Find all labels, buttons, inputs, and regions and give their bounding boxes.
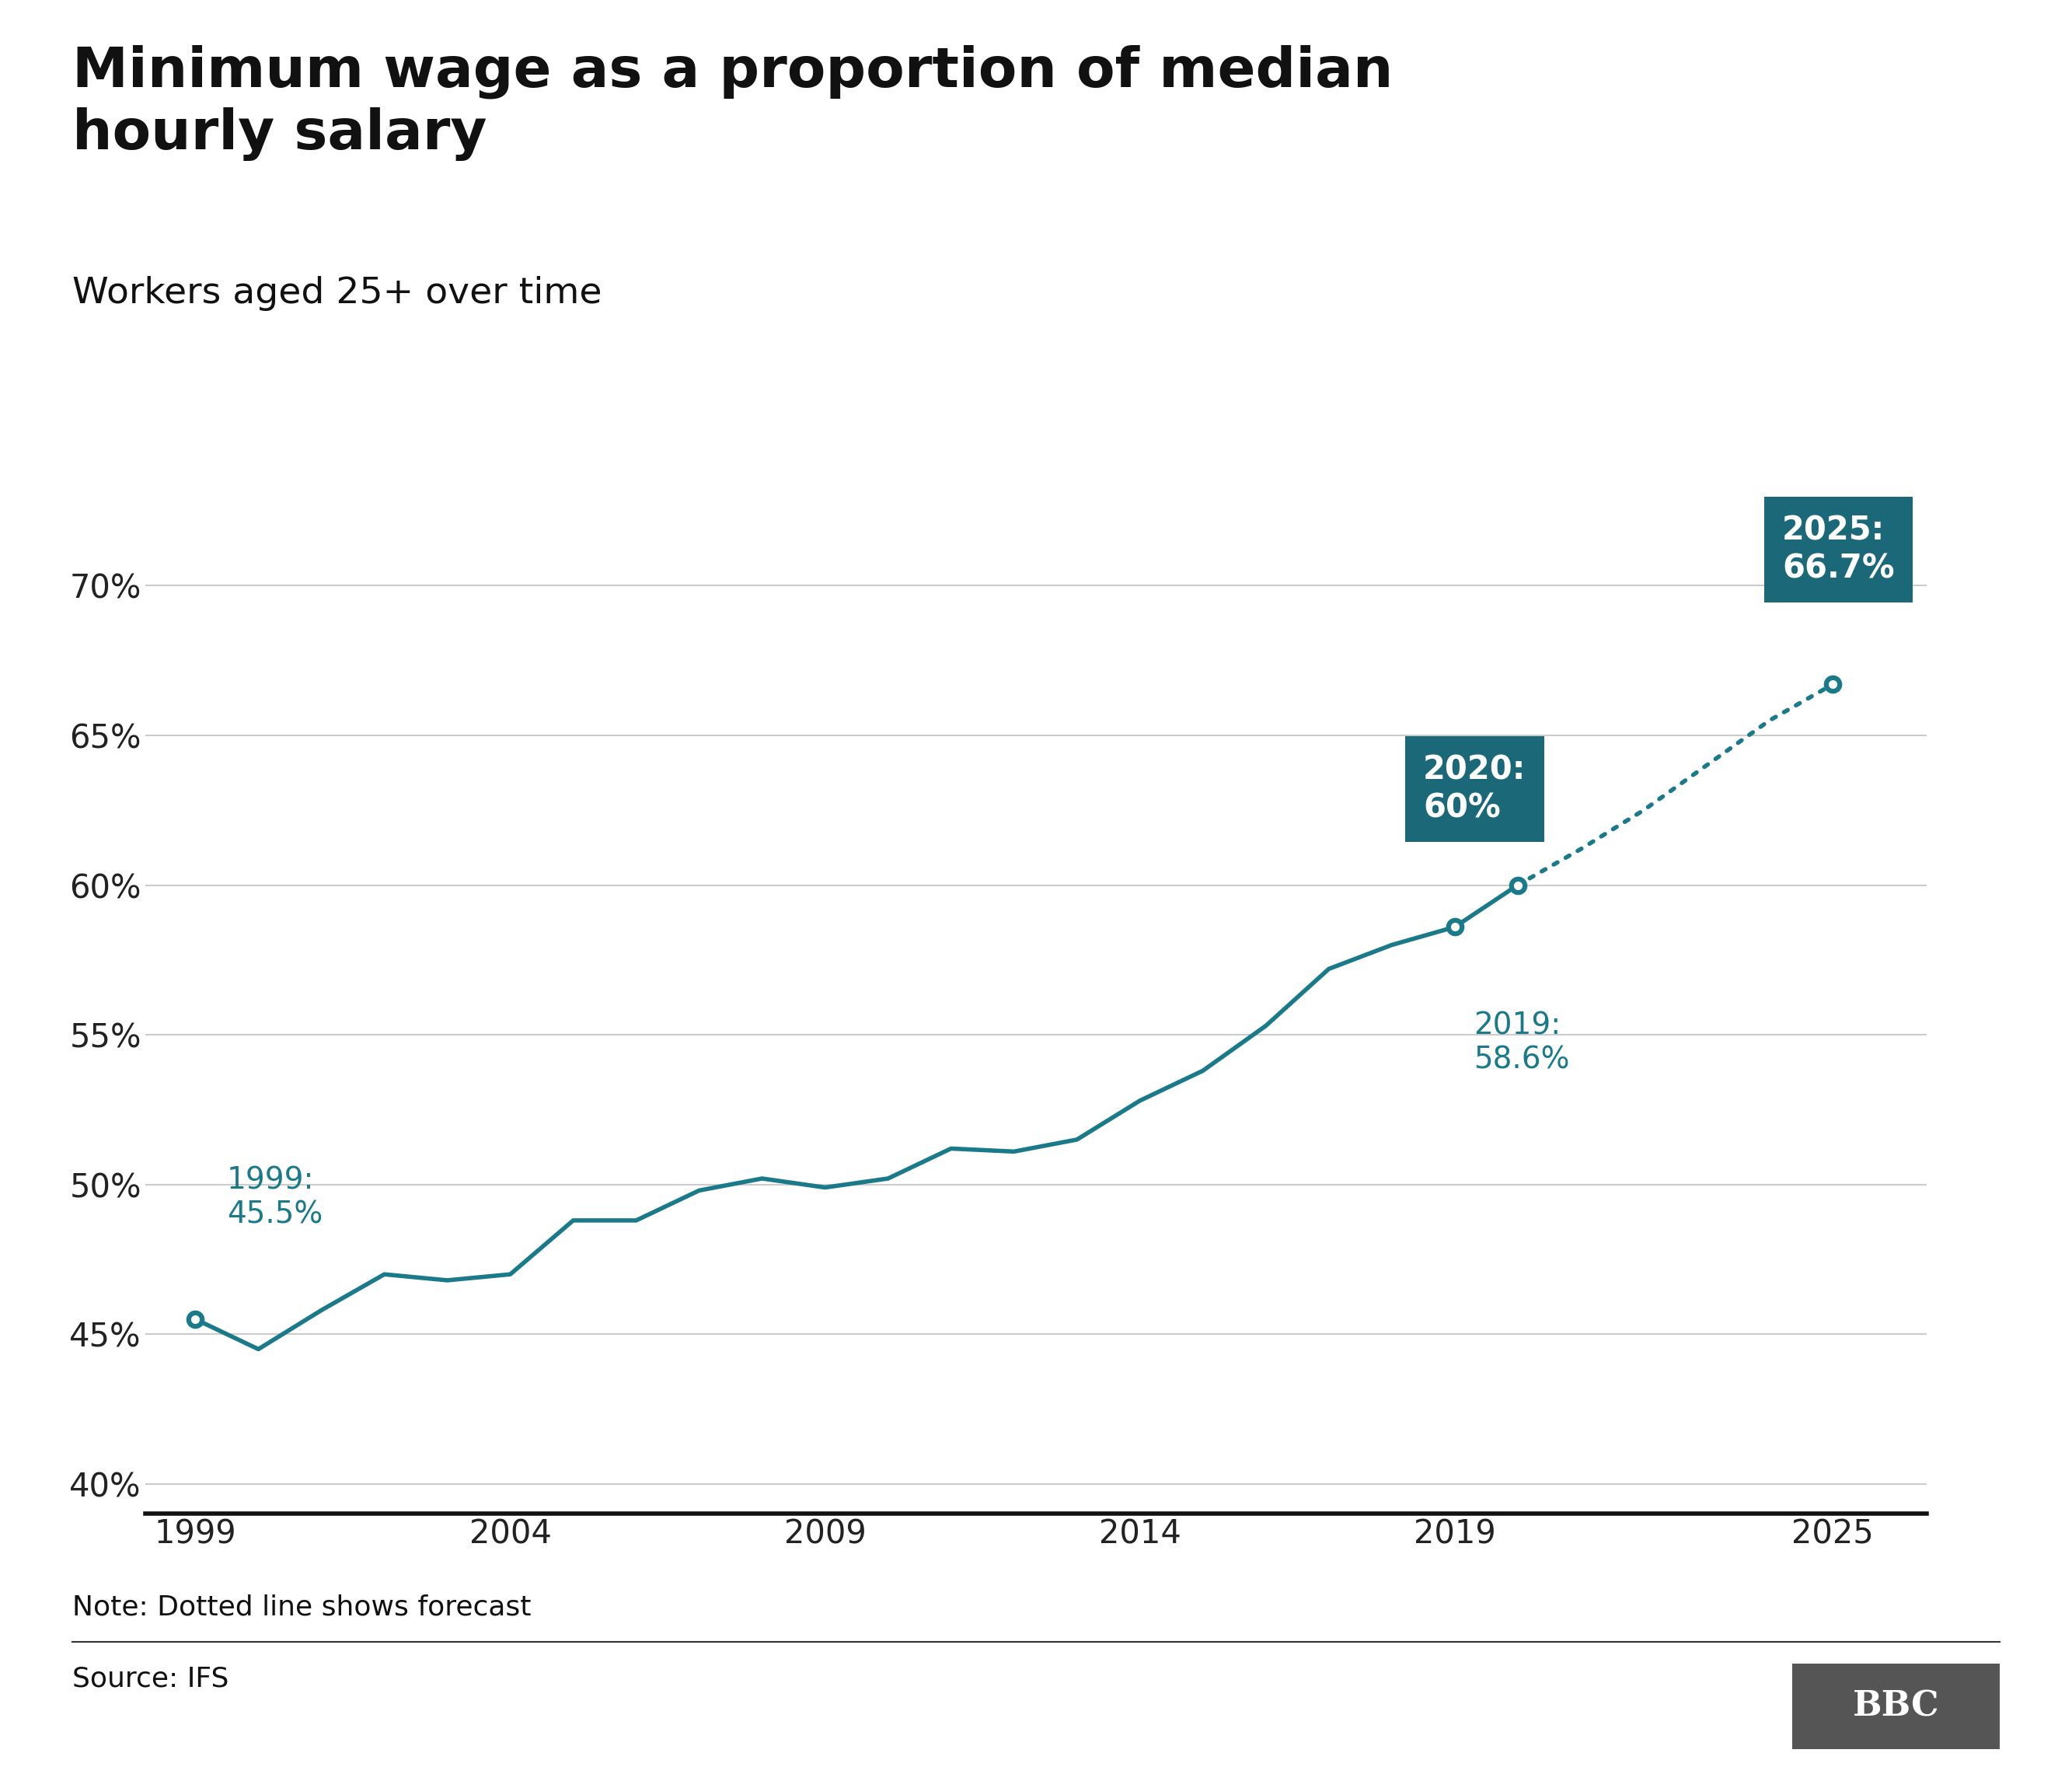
Text: 2020:
60%: 2020: 60% <box>1423 753 1527 825</box>
Text: 2019:
58.6%: 2019: 58.6% <box>1473 1012 1571 1074</box>
Text: Workers aged 25+ over time: Workers aged 25+ over time <box>73 276 603 312</box>
Text: 2025:
66.7%: 2025: 66.7% <box>1782 515 1894 584</box>
Text: Source: IFS: Source: IFS <box>73 1665 230 1692</box>
Text: 1999:
45.5%: 1999: 45.5% <box>228 1165 323 1229</box>
Text: Minimum wage as a proportion of median
hourly salary: Minimum wage as a proportion of median h… <box>73 45 1392 160</box>
Text: Note: Dotted line shows forecast: Note: Dotted line shows forecast <box>73 1594 530 1621</box>
Text: BBC: BBC <box>1852 1690 1939 1722</box>
